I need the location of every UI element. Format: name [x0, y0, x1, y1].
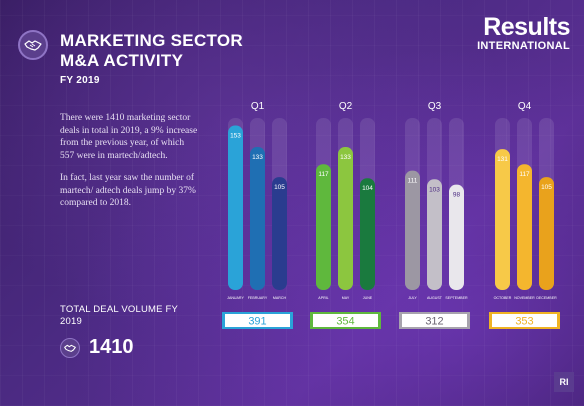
bar-value-label: 103	[429, 186, 440, 193]
bar-value-label: 111	[408, 178, 418, 185]
month-label: MAY	[342, 296, 350, 300]
quarter-total-value: 312	[425, 316, 443, 328]
month-label: FEBRUARY	[248, 296, 268, 300]
quarter-total-value: 391	[248, 316, 266, 328]
bar-value-label: 153	[230, 133, 241, 140]
bar	[427, 179, 442, 290]
quarter-total-inner	[402, 314, 467, 327]
month-label: SEPTEMBER	[445, 296, 468, 300]
brand-sub: INTERNATIONAL	[477, 40, 570, 52]
month-label: JULY	[408, 296, 417, 300]
quarter-total-inner	[313, 314, 378, 327]
total-value: 1410	[89, 336, 134, 358]
bar	[316, 164, 331, 290]
quarter-total-inner	[225, 314, 290, 327]
quarter-total-value: 353	[515, 316, 533, 328]
summary-paragraph-2: In fact, last year saw the number of mar…	[60, 173, 196, 208]
page-title: MARKETING SECTOR M&A ACTIVITY	[60, 31, 280, 71]
total-label: TOTAL DEAL VOLUME FY 2019	[60, 304, 178, 327]
ri-logo: RI	[554, 372, 574, 392]
month-label: AUGUST	[427, 296, 443, 300]
title-line-2: M&A ACTIVITY	[60, 51, 184, 70]
bar-value-label: 133	[340, 154, 351, 161]
bar	[272, 177, 287, 290]
bar	[449, 184, 464, 290]
quarter-total-inner	[492, 314, 557, 327]
title-line-1: MARKETING SECTOR	[60, 31, 243, 50]
quarter-label: Q4	[518, 101, 532, 112]
month-label: APRIL	[318, 296, 328, 300]
page-subtitle: FY 2019	[60, 75, 100, 86]
month-label: MARCH	[273, 296, 287, 300]
bar	[495, 149, 510, 290]
handshake-icon	[18, 30, 48, 60]
bar-value-label: 133	[252, 154, 263, 161]
summary-text: There were 1410 marketing sector deals i…	[60, 112, 200, 220]
quarter-label: Q2	[339, 101, 353, 112]
bar-value-label: 104	[362, 185, 373, 192]
bar	[250, 147, 265, 290]
bar-value-label: 105	[274, 184, 285, 191]
quarter-label: Q3	[428, 101, 442, 112]
summary-paragraph-1: There were 1410 marketing sector deals i…	[60, 113, 198, 161]
month-label: JUNE	[363, 296, 373, 300]
bar	[517, 164, 532, 290]
brand-name: Results	[483, 13, 570, 41]
bar-value-label: 105	[541, 184, 552, 191]
month-label: NOVEMBER	[514, 296, 535, 300]
month-label: DECEMBER	[536, 296, 557, 300]
quarter-total-value: 354	[336, 316, 354, 328]
bar	[405, 170, 420, 290]
quarter-label: Q1	[251, 101, 265, 112]
total-row: 1410	[60, 336, 134, 359]
bar	[338, 147, 353, 290]
bar	[360, 178, 375, 290]
bar	[539, 177, 554, 290]
month-label: OCTOBER	[494, 296, 512, 300]
handshake-icon	[60, 337, 80, 358]
bar	[228, 125, 243, 291]
brand-logo: Results INTERNATIONAL	[477, 14, 570, 52]
month-label: JANUARY	[227, 296, 244, 300]
bar-value-label: 117	[318, 171, 329, 178]
bar-value-label: 98	[453, 192, 461, 199]
bar-value-label: 131	[497, 156, 508, 163]
bar-value-label: 117	[519, 171, 530, 178]
